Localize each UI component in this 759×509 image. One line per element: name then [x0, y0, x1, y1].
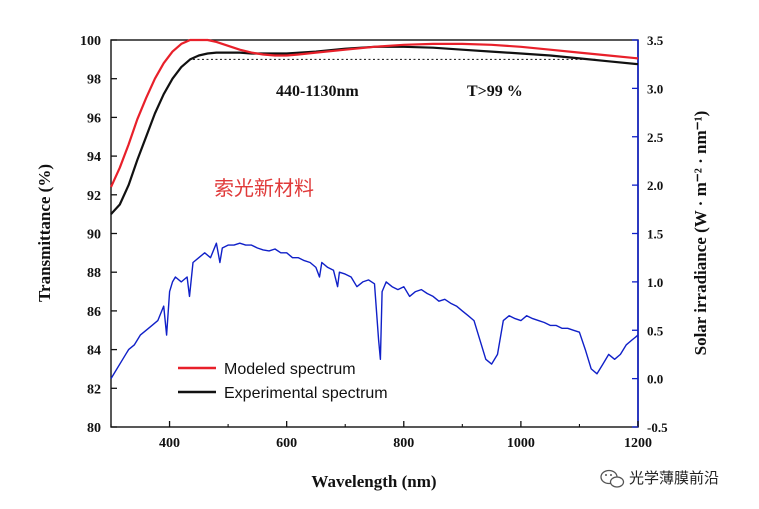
y-left-tick-label: 92	[87, 189, 101, 204]
y-left-tick-label: 98	[87, 73, 101, 88]
y-right-tick-label: 2.0	[647, 178, 663, 193]
series-line-experimental-spectrum	[110, 45, 639, 215]
y-right-tick-label: 0.5	[647, 323, 664, 338]
y-left-tick-label: 86	[87, 305, 101, 320]
y-left-tick-label: 94	[87, 150, 101, 165]
axis-ticks: 400 600 800 1000 1200 80 82 84 86 88 90 92 94 96 98 100…	[80, 33, 668, 451]
y-left-tick-label: 96	[87, 111, 101, 126]
legend-label-experimental: Experimental spectrum	[224, 385, 388, 402]
series-line-modeled-spectrum	[109, 38, 639, 188]
y-left-tick-label: 88	[87, 266, 101, 281]
annotation-wavelength-range: 440-1130nm	[276, 83, 359, 100]
legend-label-modeled: Modeled spectrum	[224, 361, 356, 378]
watermark-text: 索光新材料	[214, 176, 314, 200]
x-tick-label: 1200	[624, 436, 652, 451]
x-tick-label: 800	[393, 436, 414, 451]
y-left-tick-label: 90	[87, 228, 101, 243]
y-axis-right-label: Solar irradiance (W · m⁻² · nm⁻¹)	[691, 111, 710, 356]
y-left-tick-label: 100	[80, 34, 101, 49]
y-right-tick-label: 1.5	[647, 227, 664, 242]
y-right-tick-label: 0.0	[647, 372, 663, 387]
y-right-tick-label: 2.5	[647, 130, 664, 145]
y-right-tick-label: -0.5	[647, 420, 668, 435]
x-tick-label: 600	[276, 436, 297, 451]
series-line-solar-irradiance	[110, 242, 639, 379]
y-right-tick-label: 3.5	[647, 33, 664, 48]
credit: 光学薄膜前沿	[600, 469, 719, 488]
credit-text: 光学薄膜前沿	[629, 469, 719, 487]
y-left-tick-label: 84	[87, 344, 101, 359]
x-axis-label: Wavelength (nm)	[311, 472, 436, 491]
legend: Modeled spectrum Experimental spectrum	[178, 361, 388, 402]
x-tick-label: 1000	[507, 436, 535, 451]
y-right-tick-label: 3.0	[647, 81, 663, 96]
series-layer	[109, 38, 639, 379]
y-left-tick-label: 82	[87, 382, 101, 397]
y-axis-left-label: Transmittance (%)	[35, 164, 54, 302]
y-right-tick-label: 1.0	[647, 275, 663, 290]
y-left-tick-label: 80	[87, 421, 101, 436]
wechat-icon	[600, 469, 625, 488]
x-tick-label: 400	[159, 436, 180, 451]
annotation-transmittance: T>99 %	[467, 83, 523, 100]
